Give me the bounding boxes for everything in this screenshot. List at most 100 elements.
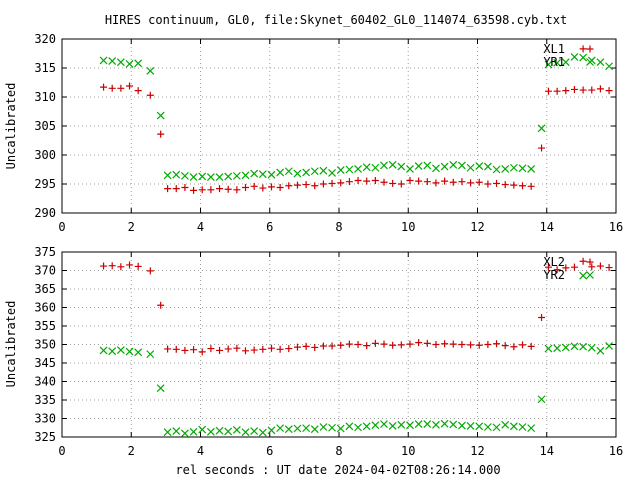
data-point — [562, 264, 570, 272]
data-point — [319, 180, 327, 188]
data-point — [116, 346, 125, 354]
data-point — [242, 183, 250, 191]
x-tick-label: 12 — [470, 220, 484, 234]
series-bottom — [99, 257, 613, 438]
data-point — [388, 421, 397, 430]
data-point — [492, 423, 501, 432]
data-point — [362, 163, 371, 172]
data-point — [108, 347, 117, 356]
data-point — [380, 340, 388, 348]
data-point — [544, 60, 553, 69]
data-point — [423, 420, 432, 428]
data-point — [267, 426, 276, 435]
axis-ticks-top: 0 2 4 6 8 10 12 14 16 290 295 300 305 310 315 320 — [34, 32, 623, 234]
data-point — [432, 179, 440, 187]
data-point — [510, 343, 518, 351]
x-tick-label: 14 — [540, 220, 554, 234]
data-point — [467, 341, 475, 349]
data-point — [198, 186, 206, 194]
data-point — [605, 264, 613, 272]
data-point — [466, 421, 475, 430]
data-point — [224, 185, 232, 193]
data-point — [518, 164, 527, 173]
data-point — [519, 182, 527, 190]
data-point — [570, 53, 579, 61]
data-point — [388, 160, 397, 169]
data-point — [108, 84, 116, 92]
data-point — [458, 178, 466, 186]
data-point — [579, 257, 587, 265]
data-point — [483, 162, 492, 171]
y-tick-label: 325 — [34, 430, 56, 444]
data-point — [414, 420, 423, 428]
data-point — [172, 345, 180, 353]
data-point — [241, 428, 250, 437]
y-tick-label: 295 — [34, 177, 56, 191]
series-yr1 — [99, 53, 613, 181]
data-point — [467, 179, 475, 187]
data-point — [449, 178, 457, 186]
data-point — [432, 164, 440, 173]
x-tick-label: 8 — [335, 444, 342, 458]
data-point — [224, 172, 233, 181]
data-point — [406, 177, 414, 185]
data-point — [354, 164, 362, 173]
data-point — [125, 60, 134, 68]
data-point — [579, 86, 587, 94]
data-point — [371, 421, 380, 430]
data-point — [232, 426, 241, 434]
data-point — [588, 263, 596, 271]
data-point — [181, 183, 189, 191]
data-point — [157, 301, 165, 309]
data-point — [328, 342, 336, 350]
data-point — [233, 186, 241, 194]
data-point — [509, 422, 518, 431]
data-point — [553, 344, 562, 353]
data-point — [259, 345, 267, 353]
data-point — [328, 169, 336, 177]
data-point — [484, 341, 492, 348]
y-tick-label: 365 — [34, 282, 56, 296]
legend-label-xl2: XL2 — [543, 255, 565, 269]
data-point — [544, 344, 553, 353]
data-point — [163, 171, 172, 180]
data-point — [319, 166, 328, 175]
data-point — [519, 341, 527, 349]
legend-marker-yr1 — [586, 58, 594, 66]
data-point — [588, 86, 596, 94]
data-point — [99, 56, 108, 65]
data-point — [371, 177, 379, 185]
data-point — [146, 267, 154, 275]
x-tick-label: 2 — [128, 220, 135, 234]
data-point — [276, 345, 284, 353]
data-point — [233, 344, 241, 352]
y-tick-label: 320 — [34, 32, 56, 46]
data-point — [483, 423, 492, 431]
data-point — [293, 169, 302, 178]
data-point — [553, 58, 562, 67]
y-tick-label: 330 — [34, 412, 56, 426]
chart-title: HIRES continuum, GL0, file:Skynet_60402_… — [105, 13, 567, 27]
data-point — [501, 164, 510, 173]
data-point — [458, 341, 466, 348]
data-point — [415, 339, 423, 347]
data-point — [310, 167, 319, 176]
data-point — [475, 422, 484, 431]
y-tick-label: 310 — [34, 90, 56, 104]
data-point — [285, 182, 293, 190]
data-point — [276, 168, 285, 177]
data-point — [117, 84, 125, 92]
data-point — [198, 348, 206, 356]
data-point — [415, 177, 423, 185]
data-point — [276, 183, 284, 191]
data-point — [172, 170, 181, 179]
data-point — [310, 425, 319, 434]
data-point — [345, 340, 353, 348]
series-xl1 — [100, 45, 613, 194]
data-point — [116, 58, 125, 67]
data-point — [284, 167, 293, 176]
data-point — [215, 426, 224, 435]
data-point — [432, 341, 440, 348]
grid-bottom — [62, 252, 616, 437]
data-point — [345, 422, 354, 431]
